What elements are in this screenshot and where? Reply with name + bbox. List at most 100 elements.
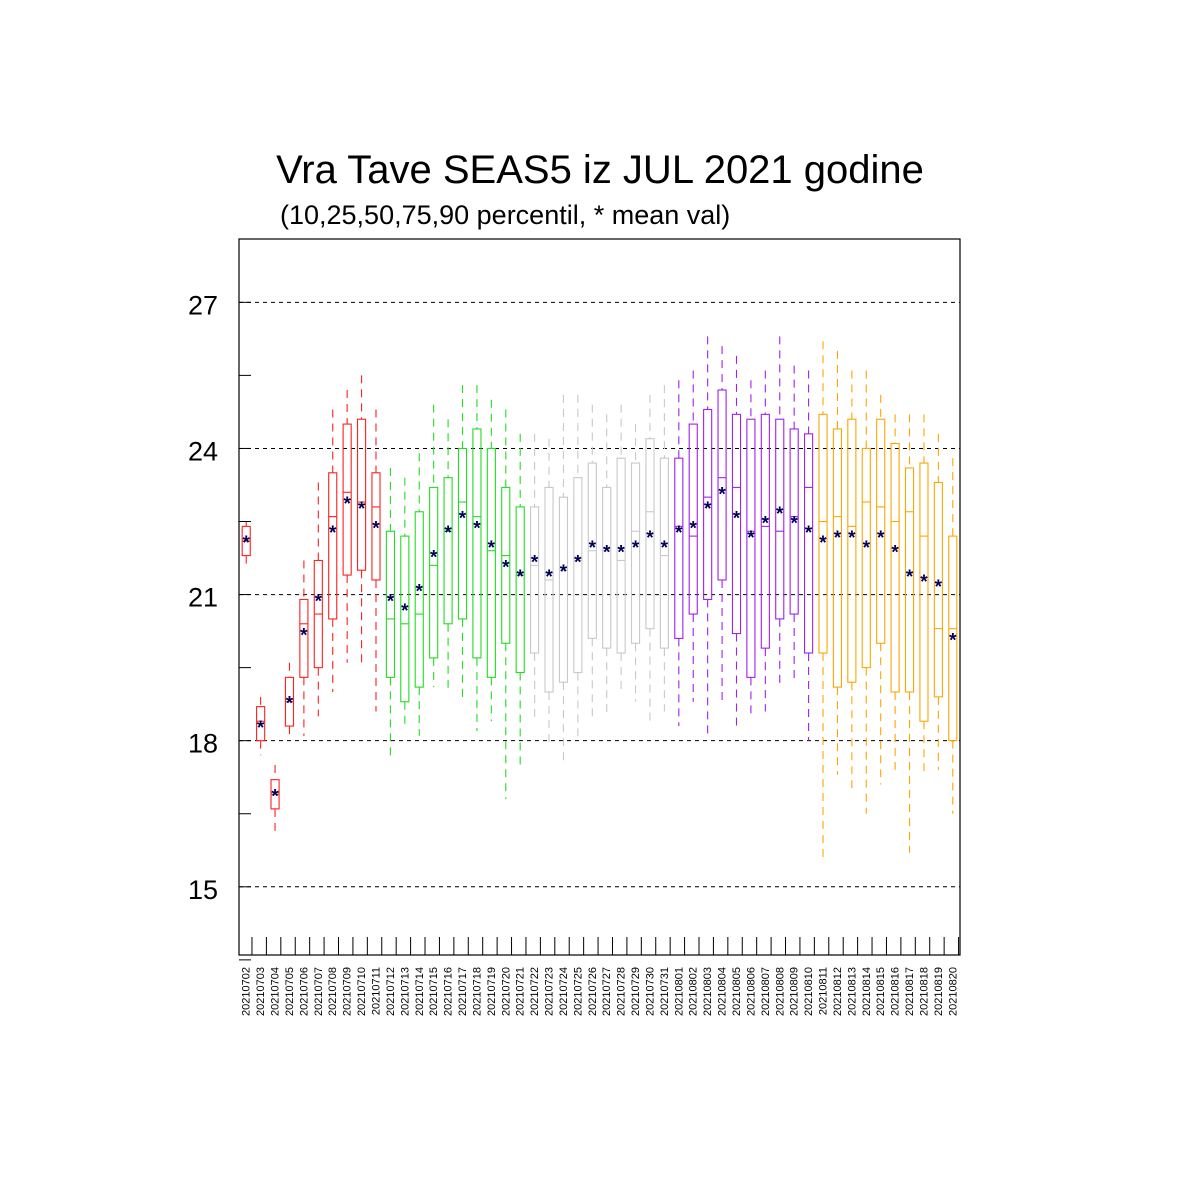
mean-marker: * (488, 538, 496, 559)
iqr-box (688, 423, 698, 615)
mean-marker: * (502, 557, 510, 578)
mean-marker: * (315, 591, 323, 612)
mean-marker: * (473, 518, 481, 539)
x-tick-label: 20210809 (789, 967, 801, 1016)
box-20210709 (342, 389, 352, 663)
x-tick-label: 20210718 (471, 967, 483, 1016)
x-tick-label: 20210802 (688, 967, 700, 1016)
x-tick-label: 20210713 (399, 967, 411, 1016)
iqr-box (544, 486, 554, 693)
box-20210703 (256, 696, 266, 756)
x-tick-label: 20210716 (443, 967, 455, 1016)
box-20210720 (501, 409, 511, 800)
iqr-box (731, 413, 742, 635)
mean-marker: * (690, 518, 698, 539)
iqr-box (933, 481, 943, 698)
box-20210707 (313, 482, 323, 717)
x-tick-label: 20210719 (486, 967, 498, 1016)
iqr-box (645, 438, 655, 630)
box-20210702 (241, 521, 251, 566)
x-tick-label: 20210804 (717, 967, 729, 1016)
mean-marker: * (762, 514, 770, 535)
x-tick-label: 20210817 (904, 967, 916, 1016)
mean-marker: * (416, 582, 424, 603)
x-tick-label: 20210708 (327, 967, 339, 1016)
x-tick-label: 20210711 (370, 967, 382, 1015)
box-20210710 (356, 375, 367, 663)
box-20210805 (731, 355, 742, 731)
box-20210718 (472, 385, 482, 731)
iqr-box (616, 457, 626, 654)
iqr-box (948, 535, 958, 742)
iqr-box (530, 506, 540, 654)
iqr-box (371, 472, 381, 581)
x-tick-label: 20210714 (414, 967, 426, 1016)
mean-marker: * (531, 552, 539, 573)
x-tick-label: 20210819 (933, 967, 945, 1016)
box-20210714 (414, 453, 424, 736)
box-20210807 (760, 370, 770, 712)
iqr-box (919, 462, 929, 722)
box-20210704 (270, 765, 280, 834)
mean-marker: * (430, 548, 438, 569)
box-20210717 (457, 385, 468, 702)
mean-marker: * (516, 567, 524, 588)
box-20210810 (804, 370, 814, 741)
x-tick-label: 20210707 (313, 967, 325, 1016)
box-20210711 (371, 409, 381, 712)
mean-marker: * (574, 552, 582, 573)
mean-marker: * (675, 523, 683, 544)
chart-title: Vra Tave SEAS5 iz JUL 2021 godine (276, 148, 924, 192)
box-20210728 (616, 404, 626, 692)
mean-marker: * (444, 523, 452, 544)
iqr-box (429, 486, 439, 659)
x-tick-label: 20210729 (630, 967, 642, 1016)
x-tick-label: 20210816 (890, 967, 902, 1016)
iqr-box (515, 506, 525, 674)
mean-marker: * (617, 543, 625, 564)
iqr-box (328, 472, 338, 620)
iqr-box (356, 418, 367, 571)
iqr-box (501, 486, 511, 644)
iqr-box (630, 462, 641, 644)
y-tick-label: 15 (188, 875, 218, 905)
mean-marker: * (920, 572, 928, 593)
iqr-box (818, 413, 828, 654)
iqr-box (717, 389, 727, 581)
x-tick-label: 20210815 (875, 967, 887, 1016)
box-20210708 (328, 409, 338, 692)
mean-marker: * (877, 528, 885, 549)
x-tick-label: 20210814 (861, 967, 873, 1016)
box-20210727 (602, 414, 612, 717)
mean-marker: * (906, 567, 914, 588)
iqr-box (861, 447, 871, 669)
mean-marker: * (300, 626, 308, 647)
x-tick-label: 20210709 (342, 967, 354, 1016)
x-tick-label: 20210710 (356, 967, 368, 1016)
mean-marker: * (603, 543, 611, 564)
box-20210819 (933, 433, 943, 770)
mean-marker: * (589, 538, 597, 559)
x-tick-label: 20210728 (616, 967, 628, 1016)
x-tick-label: 20210725 (572, 967, 584, 1016)
iqr-box (847, 418, 857, 683)
box-20210705 (284, 662, 295, 736)
box-20210803 (703, 336, 713, 736)
box-20210802 (688, 370, 698, 702)
iqr-box (299, 598, 309, 678)
mean-markers: * * * * * * * * * * * * * * * * * * * * * * * * * * * * * * * * * * * * * * * *… (243, 484, 958, 807)
mean-marker: * (358, 499, 366, 520)
mean-marker: * (372, 518, 380, 539)
grid-lines (239, 301, 960, 888)
iqr-box (400, 535, 410, 703)
iqr-box (472, 428, 482, 659)
box-20210804 (717, 346, 727, 702)
iqr-box (746, 418, 756, 678)
mean-marker: * (646, 528, 654, 549)
box-20210820 (948, 458, 958, 814)
x-tick-label: 20210712 (385, 967, 397, 1016)
chart-subtitle: (10,25,50,75,90 percentil, * mean val) (280, 200, 731, 230)
x-tick-label: 20210726 (587, 967, 599, 1016)
mean-marker: * (848, 528, 856, 549)
